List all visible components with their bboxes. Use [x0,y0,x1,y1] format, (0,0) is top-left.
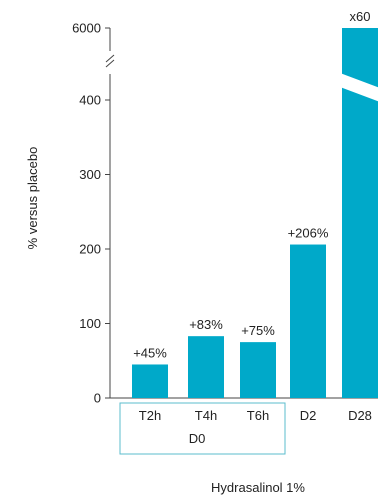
data-label: +75% [241,323,275,338]
group-box-d0 [119,402,286,455]
data-label: +45% [133,345,167,360]
data-label: +83% [189,317,223,332]
y-tick-label: 0 [94,391,101,406]
y-tick-label: 300 [79,167,101,182]
category-labels: T2h T4h T6h D2 D28 [139,408,372,423]
y-tick-label: 400 [79,93,101,108]
bar-t4h [188,336,224,398]
data-labels: +45% +83% +75% +206% x60 [133,9,370,360]
category-label: T2h [139,408,161,423]
y-tick-label: 6000 [72,21,101,36]
category-label: T4h [195,408,217,423]
bar-t2h [132,364,168,398]
group-label-d0: D0 [189,431,206,446]
y-axis-label: % versus placebo [25,147,40,250]
y-tick-label: 100 [79,316,101,331]
data-label: +206% [288,226,329,241]
bar-d2 [290,244,326,398]
category-label: D28 [348,408,372,423]
axis-break-mark-upper [105,54,115,63]
x-axis-label: Hydrasalinol 1% [211,480,305,495]
y-ticks: 0 100 200 300 400 6000 [72,21,110,406]
category-label: T6h [247,408,269,423]
bars [132,28,380,398]
axis-break-mark-lower [105,59,115,68]
data-label: x60 [350,9,371,24]
y-tick-label: 200 [79,242,101,257]
category-label: D2 [300,408,317,423]
bar-break [340,73,380,102]
bar-t6h [240,342,276,398]
